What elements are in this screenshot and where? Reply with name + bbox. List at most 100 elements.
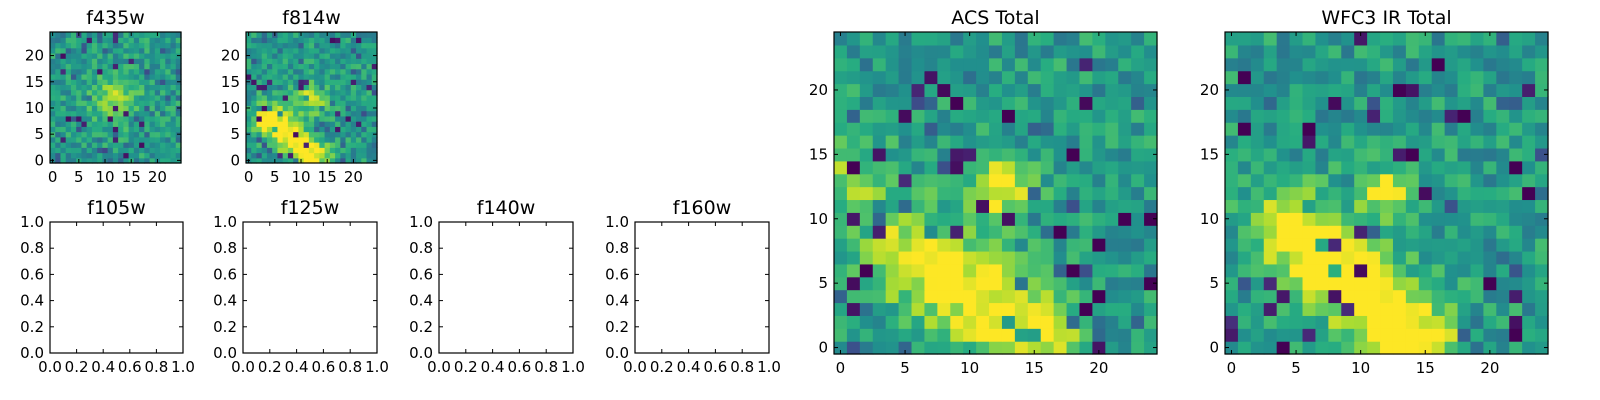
heatmap-cell [65, 100, 72, 106]
axes-frame [1224, 31, 1549, 355]
heatmap-cell [112, 47, 119, 54]
heatmap-cell [1341, 289, 1355, 304]
heatmap-cell [1535, 225, 1549, 239]
heatmap-cell [272, 79, 279, 85]
heatmap-cell [1405, 315, 1420, 329]
heatmap-cell [911, 250, 926, 265]
heatmap-cell [340, 42, 347, 49]
heatmap-cell [160, 84, 166, 91]
heatmap-cell [1144, 328, 1158, 342]
heatmap-cell [60, 52, 67, 59]
heatmap-cell [1380, 96, 1394, 110]
heatmap-cell [293, 152, 299, 159]
heatmap-cell [859, 263, 874, 278]
heatmap-cell [55, 131, 62, 138]
heatmap-cell [356, 79, 362, 85]
heatmap-cell [246, 42, 252, 49]
heatmap-cell [1276, 160, 1291, 175]
heatmap-cell [1418, 289, 1433, 304]
heatmap-cell [1131, 32, 1145, 46]
heatmap-cell [118, 136, 124, 143]
heatmap-cell [1079, 147, 1093, 162]
heatmap-cell [293, 63, 299, 70]
heatmap-cell [1263, 57, 1278, 72]
heatmap-cell [272, 131, 279, 138]
heatmap-cell [1392, 341, 1407, 355]
heatmap-cell [282, 68, 289, 75]
heatmap-cell [1418, 57, 1433, 72]
heatmap-cell [1040, 315, 1055, 329]
heatmap-cell [1496, 83, 1510, 97]
heatmap-cell [1276, 199, 1291, 213]
heatmap-cell [1405, 225, 1420, 239]
heatmap-cell [60, 100, 67, 106]
heatmap-cell [1053, 173, 1068, 188]
heatmap-cell [91, 147, 98, 154]
heatmap-cell [1066, 315, 1081, 329]
heatmap-cell [1040, 70, 1055, 85]
heatmap-cell [834, 263, 848, 278]
heatmap-cell [128, 84, 135, 91]
heatmap-cell [345, 73, 352, 80]
heatmap-cell [329, 58, 336, 65]
heatmap-cell [1431, 122, 1446, 136]
heatmap-cell [287, 105, 294, 112]
heatmap-cell [298, 100, 305, 106]
heatmap-cell [81, 63, 88, 70]
heatmap-cell [277, 47, 284, 54]
heatmap-cell [345, 58, 352, 65]
y-tick-label: 0.6 [20, 265, 44, 283]
heatmap-cell [165, 89, 172, 96]
heatmap-cell [356, 94, 362, 101]
heatmap-cell [1144, 70, 1158, 85]
heatmap-cell [976, 173, 990, 188]
heatmap-cell [1079, 199, 1093, 213]
heatmap-cell [1027, 302, 1042, 316]
heatmap-cell [277, 115, 284, 122]
heatmap-cell [1053, 263, 1068, 278]
heatmap-cell [170, 131, 177, 138]
heatmap-cell [1289, 160, 1304, 175]
heatmap-cell [76, 84, 83, 91]
heatmap-cell [70, 94, 77, 101]
heatmap-cell [128, 126, 135, 133]
heatmap-cell [1144, 96, 1158, 110]
heatmap-cell [319, 105, 326, 112]
heatmap-cell [1079, 186, 1093, 201]
heatmap-cell [350, 37, 357, 44]
heatmap-cell [1380, 302, 1394, 316]
heatmap-cell [1354, 328, 1368, 342]
heatmap-cell [1496, 212, 1510, 226]
heatmap-cell [1092, 173, 1106, 188]
heatmap-cell [1535, 44, 1549, 59]
heatmap-cell [335, 73, 341, 80]
heatmap-cell [261, 32, 268, 38]
heatmap-cell [308, 157, 315, 164]
heatmap-cell [1001, 160, 1016, 175]
heatmap-cell [1118, 250, 1132, 265]
heatmap-cell [1418, 122, 1433, 136]
heatmap-cell [1341, 83, 1355, 97]
heatmap-cell [282, 131, 289, 138]
heatmap-cell [911, 135, 926, 149]
heatmap-cell [345, 100, 352, 106]
heatmap-cell [1118, 276, 1132, 291]
heatmap-cell [319, 32, 326, 38]
heatmap-cell [361, 42, 368, 49]
heatmap-cell [97, 73, 103, 80]
heatmap-cell [976, 135, 990, 149]
heatmap-cell [1483, 225, 1497, 239]
heatmap-cell [1315, 96, 1329, 110]
heatmap-cell [1263, 276, 1278, 291]
heatmap-cell [1131, 276, 1145, 291]
heatmap-cell [170, 63, 177, 70]
heatmap-cell [1289, 32, 1304, 46]
heatmap-cell [371, 42, 378, 49]
heatmap-cell [1315, 32, 1329, 46]
heatmap-cell [924, 341, 938, 355]
heatmap-cell [1276, 135, 1291, 149]
x-tick-label: 15 [1025, 359, 1044, 377]
heatmap-cell [55, 68, 62, 75]
heatmap-cell [1014, 186, 1029, 201]
heatmap-cell [1405, 109, 1420, 123]
